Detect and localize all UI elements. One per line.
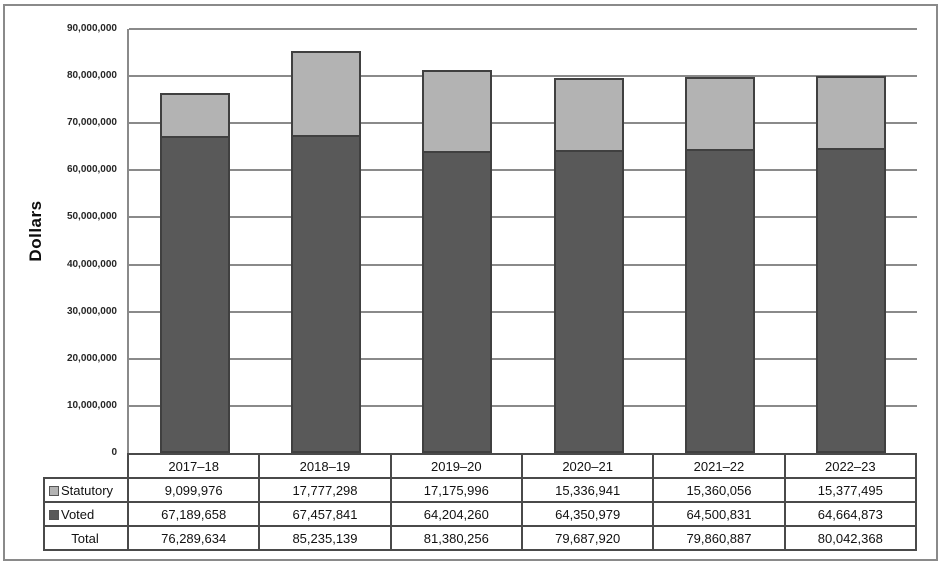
gridline bbox=[129, 28, 917, 30]
table-header-year: 2019–20 bbox=[389, 453, 523, 479]
table-row-label-cell: Voted bbox=[43, 501, 129, 527]
bar-segment-voted-2022–23 bbox=[816, 148, 886, 453]
y-axis-tick-label: 90,000,000 bbox=[66, 23, 117, 34]
bar-segment-statutory-2019–20 bbox=[422, 70, 492, 153]
bar-segment-statutory-2022–23 bbox=[816, 76, 886, 150]
gridline bbox=[129, 75, 917, 78]
data-table: 2017–18 2018–19 2019–20 2020–21 2021–22 2022–… bbox=[43, 453, 917, 551]
table-header-year: 2021–22 bbox=[652, 453, 786, 479]
table-row-label: Total bbox=[71, 530, 99, 546]
y-axis-tick-label: 70,000,000 bbox=[66, 117, 117, 129]
y-axis-tick-label: 60,000,000 bbox=[66, 164, 117, 176]
table-value-cell: 64,204,260 bbox=[389, 501, 523, 527]
table-header-year: 2020–21 bbox=[520, 453, 655, 479]
bar-segment-voted-2017–18 bbox=[160, 136, 230, 453]
table-header-year: 2017–18 bbox=[126, 453, 261, 479]
gridline bbox=[129, 357, 917, 360]
bar-segment-voted-2019–20 bbox=[422, 151, 492, 453]
bar-segment-voted-2021–22 bbox=[685, 149, 755, 453]
gridline bbox=[129, 310, 917, 313]
gridline bbox=[129, 122, 917, 125]
table-value-cell: 17,175,996 bbox=[389, 477, 523, 503]
y-axis-tick-label: 10,000,000 bbox=[66, 399, 117, 411]
y-axis-tick-labels: 0 10,000,000 20,000,000 30,000,000 40,000,00… bbox=[0, 23, 121, 458]
table-value-cell: 15,360,056 bbox=[652, 477, 786, 503]
table-value-cell: 17,777,298 bbox=[258, 477, 392, 503]
table-value-cell: 67,457,841 bbox=[258, 501, 392, 527]
table-row-label: Voted bbox=[61, 506, 95, 522]
gridline bbox=[129, 404, 917, 407]
bar-segment-statutory-2017–18 bbox=[160, 93, 230, 138]
bar-segment-statutory-2018–19 bbox=[291, 51, 361, 137]
y-axis-tick-label: 50,000,000 bbox=[66, 211, 117, 223]
plot-area bbox=[127, 28, 917, 453]
table-value-cell: 9,099,976 bbox=[126, 477, 261, 503]
table-value-cell: 76,289,634 bbox=[126, 525, 261, 551]
bar-segment-voted-2020–21 bbox=[554, 150, 624, 453]
table-row-label: Statutory bbox=[61, 482, 114, 498]
bar-segment-statutory-2021–22 bbox=[685, 77, 755, 151]
table-row-label-cell: Statutory bbox=[43, 477, 129, 503]
y-axis-tick-label: 30,000,000 bbox=[66, 305, 117, 317]
y-axis-tick-label: 40,000,000 bbox=[66, 258, 117, 270]
table-value-cell: 79,687,920 bbox=[520, 525, 655, 551]
gridline bbox=[129, 169, 917, 172]
table-row-label-cell: Total bbox=[43, 525, 129, 551]
y-axis-tick-label: 80,000,000 bbox=[66, 70, 117, 82]
table-value-cell: 85,235,139 bbox=[258, 525, 392, 551]
voted-legend-key-icon bbox=[49, 509, 59, 520]
bar-segment-statutory-2020–21 bbox=[554, 78, 624, 152]
table-header-year: 2018–19 bbox=[258, 453, 392, 479]
bar-segment-voted-2018–19 bbox=[291, 135, 361, 453]
table-value-cell: 64,500,831 bbox=[652, 501, 786, 527]
table-value-cell: 15,336,941 bbox=[520, 477, 655, 503]
figure-border bbox=[3, 4, 938, 561]
statutory-legend-key-icon bbox=[49, 485, 59, 496]
gridline bbox=[129, 216, 917, 219]
table-value-cell: 79,860,887 bbox=[652, 525, 786, 551]
table-value-cell: 64,350,979 bbox=[520, 501, 655, 527]
table-row: Statutory 9,099,976 17,777,298 17,175,996 15… bbox=[43, 477, 917, 503]
table-value-cell: 81,380,256 bbox=[389, 525, 523, 551]
table-value-cell: 80,042,368 bbox=[783, 525, 917, 551]
table-row: Total 76,289,634 85,235,139 81,380,256 79,68… bbox=[43, 525, 917, 551]
gridline bbox=[129, 263, 917, 266]
table-row: Voted 67,189,658 67,457,841 64,204,260 64,35… bbox=[43, 501, 917, 527]
y-axis-tick-label: 20,000,000 bbox=[66, 352, 117, 364]
table-header-year: 2022–23 bbox=[783, 453, 917, 479]
table-value-cell: 15,377,495 bbox=[783, 477, 917, 503]
y-axis-tick-label: 0 bbox=[111, 447, 117, 458]
table-value-cell: 67,189,658 bbox=[126, 501, 261, 527]
table-corner-empty bbox=[44, 454, 128, 478]
table-value-cell: 64,664,873 bbox=[783, 501, 917, 527]
